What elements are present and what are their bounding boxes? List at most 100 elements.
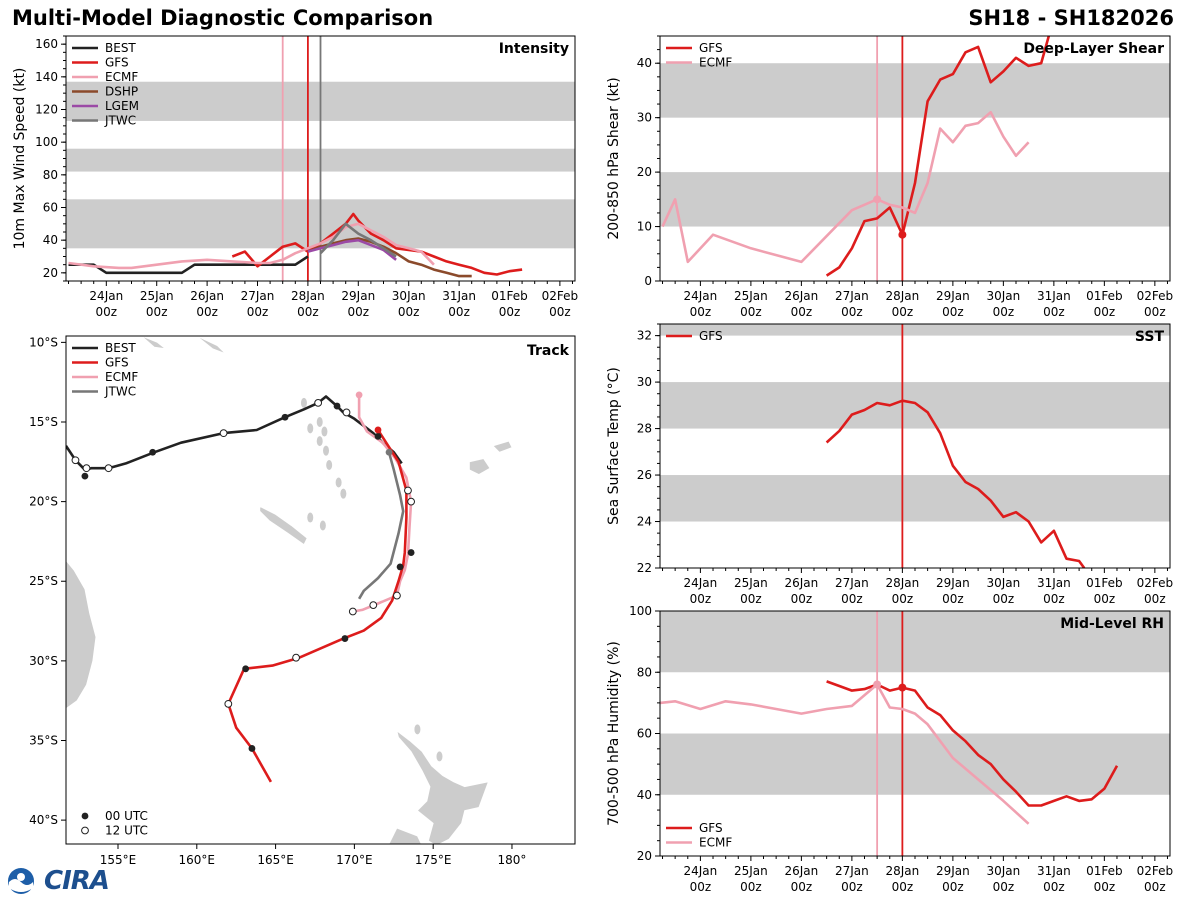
solomon-islands bbox=[141, 336, 167, 350]
series-group bbox=[68, 212, 523, 278]
x-tick-label: 01Feb bbox=[1086, 289, 1123, 303]
x-tick-label: 26Jan bbox=[784, 864, 818, 878]
panel-sst: 22 24 26 28 30 32 24Jan 00z 25Jan 00z 26Jan 00z 27Ja… bbox=[606, 323, 1174, 606]
fiji-vanua-levu bbox=[492, 440, 513, 453]
y-axis-label: 200-850 hPa Shear (kt) bbox=[606, 77, 622, 239]
island bbox=[307, 512, 314, 523]
y-tick-label: 40°S bbox=[29, 813, 58, 827]
australia-coast bbox=[66, 559, 97, 710]
panel-title: Track bbox=[527, 343, 570, 359]
x-tick-hour-label: 00z bbox=[448, 305, 470, 319]
x-tick-hour-label: 00z bbox=[549, 305, 571, 319]
x-tick-label: 02Feb bbox=[542, 289, 579, 303]
x-tick-label: 01Feb bbox=[1086, 864, 1123, 878]
shade-band bbox=[660, 475, 1170, 522]
legend-label-ecmf: ECMF bbox=[699, 56, 732, 70]
y-tick-label: 15°S bbox=[29, 415, 58, 429]
x-tick-label: 01Feb bbox=[491, 289, 528, 303]
y-tick-label: 30 bbox=[637, 111, 652, 125]
x-tick-hour-label: 00z bbox=[1043, 592, 1065, 606]
series-dshp bbox=[307, 237, 472, 278]
y-tick-label: 35°S bbox=[29, 733, 58, 747]
x-tick-label: 30Jan bbox=[986, 289, 1020, 303]
init-marker bbox=[898, 230, 907, 239]
x-tick-label: 180° bbox=[498, 853, 527, 867]
x-tick-hour-label: 00z bbox=[96, 305, 118, 319]
y-tick-label: 0 bbox=[644, 274, 652, 288]
x-tick-hour-label: 00z bbox=[1094, 305, 1116, 319]
x-tick-hour-label: 00z bbox=[398, 305, 420, 319]
plot-frame bbox=[659, 323, 1171, 569]
x-tick-label: 155°E bbox=[100, 853, 137, 867]
x-tick-hour-label: 00z bbox=[1144, 880, 1166, 894]
marker-00utc bbox=[396, 563, 404, 571]
x-tick-hour-label: 00z bbox=[196, 305, 218, 319]
storm-id-title: SH18 - SH182026 bbox=[968, 6, 1174, 30]
track-ecmf bbox=[352, 394, 413, 613]
y-tick-label: 100 bbox=[35, 135, 58, 149]
page-title: Multi-Model Diagnostic Comparison bbox=[12, 6, 434, 30]
marker-12utc bbox=[219, 429, 228, 438]
init-marker bbox=[898, 683, 907, 692]
legend-label-utc: 12 UTC bbox=[105, 824, 148, 838]
legend-label-gfs: GFS bbox=[699, 821, 723, 835]
island bbox=[323, 445, 330, 456]
panel-rh: 20 40 60 80 100 24Jan 00z 25Jan 00z 26Jan 00z 27Jan… bbox=[606, 604, 1173, 894]
marker-00utc bbox=[374, 426, 382, 434]
y-tick-label: 20 bbox=[637, 849, 652, 863]
x-tick-label: 31Jan bbox=[1037, 864, 1071, 878]
y-tick-label: 20 bbox=[43, 266, 58, 280]
marker-00utc bbox=[355, 391, 363, 399]
legend-label-jtwc: JTWC bbox=[104, 114, 136, 128]
y-axis-label: 10m Max Wind Speed (kt) bbox=[12, 68, 28, 250]
y-tick-label: 20°S bbox=[29, 495, 58, 509]
panel-title: Deep-Layer Shear bbox=[1023, 41, 1164, 57]
x-tick-hour-label: 00z bbox=[993, 305, 1015, 319]
panel-intensity: 20 40 60 80 100 120 140 160 24Jan 00z 25Jan 00z 26Ja… bbox=[12, 35, 579, 319]
x-tick-hour-label: 00z bbox=[1043, 880, 1065, 894]
series-best bbox=[68, 255, 309, 275]
init-marker bbox=[873, 680, 882, 689]
x-tick-hour-label: 00z bbox=[791, 592, 813, 606]
marker-12utc bbox=[393, 591, 401, 600]
x-tick-hour-label: 00z bbox=[1094, 592, 1116, 606]
x-tick-label: 02Feb bbox=[1137, 576, 1174, 590]
north-island-nz bbox=[396, 729, 489, 844]
shade-band bbox=[660, 63, 1170, 118]
series-jtwc bbox=[319, 222, 397, 258]
island bbox=[414, 724, 421, 735]
y-tick-label: 32 bbox=[637, 329, 652, 343]
x-tick-label: 25Jan bbox=[734, 864, 768, 878]
legend-label-gfs: GFS bbox=[105, 56, 129, 70]
x-tick-label: 29Jan bbox=[341, 289, 375, 303]
x-tick-label: 29Jan bbox=[936, 864, 970, 878]
island bbox=[335, 477, 342, 488]
x-tick-hour-label: 00z bbox=[740, 305, 762, 319]
y-tick-label: 100 bbox=[629, 604, 652, 618]
legend-marker-open bbox=[81, 826, 89, 835]
panel-shear: 0 10 20 30 40 24Jan 00z 25Jan 00z 26Jan 00z 27Jan 00… bbox=[606, 35, 1173, 319]
plot-frame bbox=[65, 335, 576, 845]
x-tick-label: 26Jan bbox=[190, 289, 224, 303]
marker-12utc bbox=[348, 607, 357, 616]
x-tick-label: 26Jan bbox=[784, 289, 818, 303]
series-group bbox=[661, 36, 1051, 277]
x-tick-label: 31Jan bbox=[1037, 576, 1071, 590]
marker-00utc bbox=[374, 432, 382, 440]
x-tick-label: 02Feb bbox=[1137, 864, 1174, 878]
x-tick-label: 31Jan bbox=[442, 289, 476, 303]
marker-00utc bbox=[281, 413, 289, 421]
x-tick-hour-label: 00z bbox=[690, 592, 712, 606]
x-tick-label: 27Jan bbox=[835, 576, 869, 590]
marker-12utc bbox=[342, 408, 351, 417]
y-tick-label: 160 bbox=[35, 37, 58, 51]
x-tick-hour-label: 00z bbox=[690, 305, 712, 319]
marker-00utc bbox=[341, 635, 349, 642]
x-tick-label: 27Jan bbox=[241, 289, 275, 303]
x-tick-hour-label: 00z bbox=[146, 305, 168, 319]
marker-12utc bbox=[404, 486, 412, 495]
x-tick-hour-label: 00z bbox=[740, 880, 762, 894]
marker-00utc bbox=[385, 448, 393, 456]
y-tick-label: 26 bbox=[637, 468, 652, 482]
island bbox=[321, 426, 328, 437]
